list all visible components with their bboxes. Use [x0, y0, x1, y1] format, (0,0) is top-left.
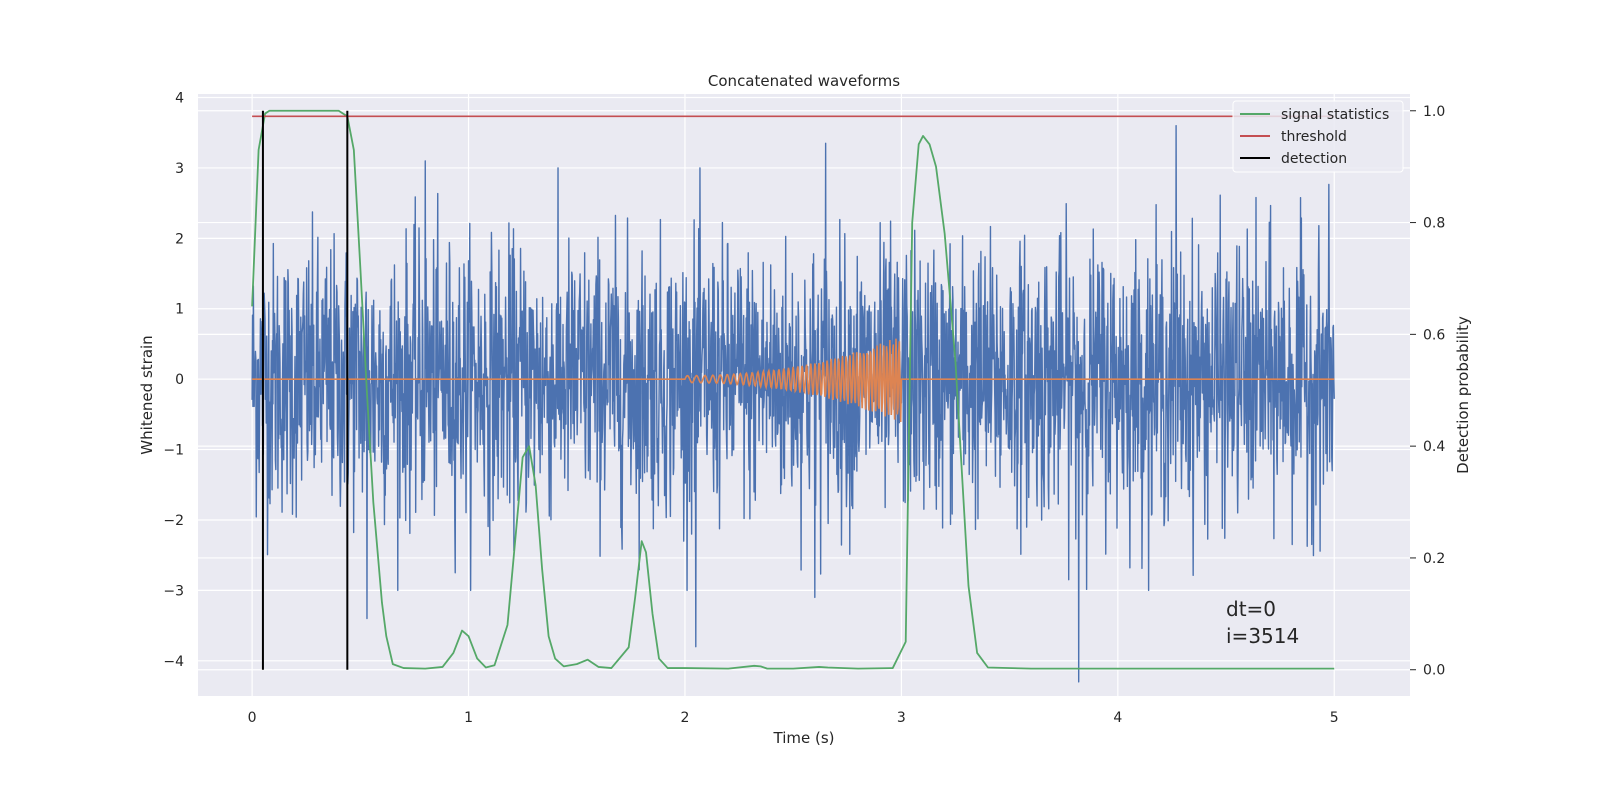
- legend-label-threshold: threshold: [1281, 129, 1347, 145]
- x-axis-label: Time (s): [773, 729, 835, 747]
- legend-label-detection: detection: [1281, 151, 1347, 167]
- x-tick-label: 0: [248, 710, 257, 726]
- legend-box: [1232, 100, 1404, 173]
- series-layer: [251, 109, 1335, 683]
- y2-tick-label: 0.8: [1423, 216, 1445, 232]
- x-tick-label: 3: [897, 710, 906, 726]
- annotation-dt: dt=0: [1226, 597, 1276, 621]
- y-axis-label: Whitened strain: [138, 335, 156, 454]
- y-tick-label: −2: [163, 513, 184, 529]
- y2-tick-label: 0.2: [1423, 551, 1445, 567]
- y2-axis-label: Detection probability: [1454, 316, 1472, 474]
- y2-tick-label: 1.0: [1423, 104, 1445, 120]
- x-tick-label: 5: [1330, 710, 1339, 726]
- chart-title: Concatenated waveforms: [708, 72, 900, 90]
- y2-tick-label: 0.4: [1423, 439, 1445, 455]
- y-tick-label: −3: [163, 583, 184, 599]
- x-tick-label: 2: [681, 710, 690, 726]
- y-tick-label: 2: [175, 231, 184, 247]
- signal-statistics-line: [251, 109, 1335, 670]
- y-tick-label: 0: [175, 372, 184, 388]
- y2-tick-label: 0.0: [1423, 663, 1445, 679]
- annotation-index: i=3514: [1226, 624, 1299, 648]
- y-tick-label: −1: [163, 443, 184, 459]
- y-tick-label: 1: [175, 302, 184, 318]
- right-y-ticks: 0.0 0.2 0.4 0.6 0.8 1.0: [1410, 104, 1445, 679]
- x-tick-label: 1: [464, 710, 473, 726]
- strain-series-line: [251, 124, 1335, 683]
- legend: signal statistics threshold detection: [1232, 100, 1404, 173]
- y-tick-label: −4: [163, 654, 184, 670]
- x-ticks: 0 1 2 3 4 5: [248, 710, 1339, 726]
- y-tick-label: 4: [175, 91, 184, 107]
- y2-tick-label: 0.6: [1423, 327, 1445, 343]
- legend-label-signal-statistics: signal statistics: [1281, 107, 1389, 123]
- y-tick-label: 3: [175, 161, 184, 177]
- template-series-line: [252, 338, 1335, 423]
- x-tick-label: 4: [1113, 710, 1122, 726]
- left-y-ticks: −4 −3 −2 −1 0 1 2 3 4: [163, 91, 184, 670]
